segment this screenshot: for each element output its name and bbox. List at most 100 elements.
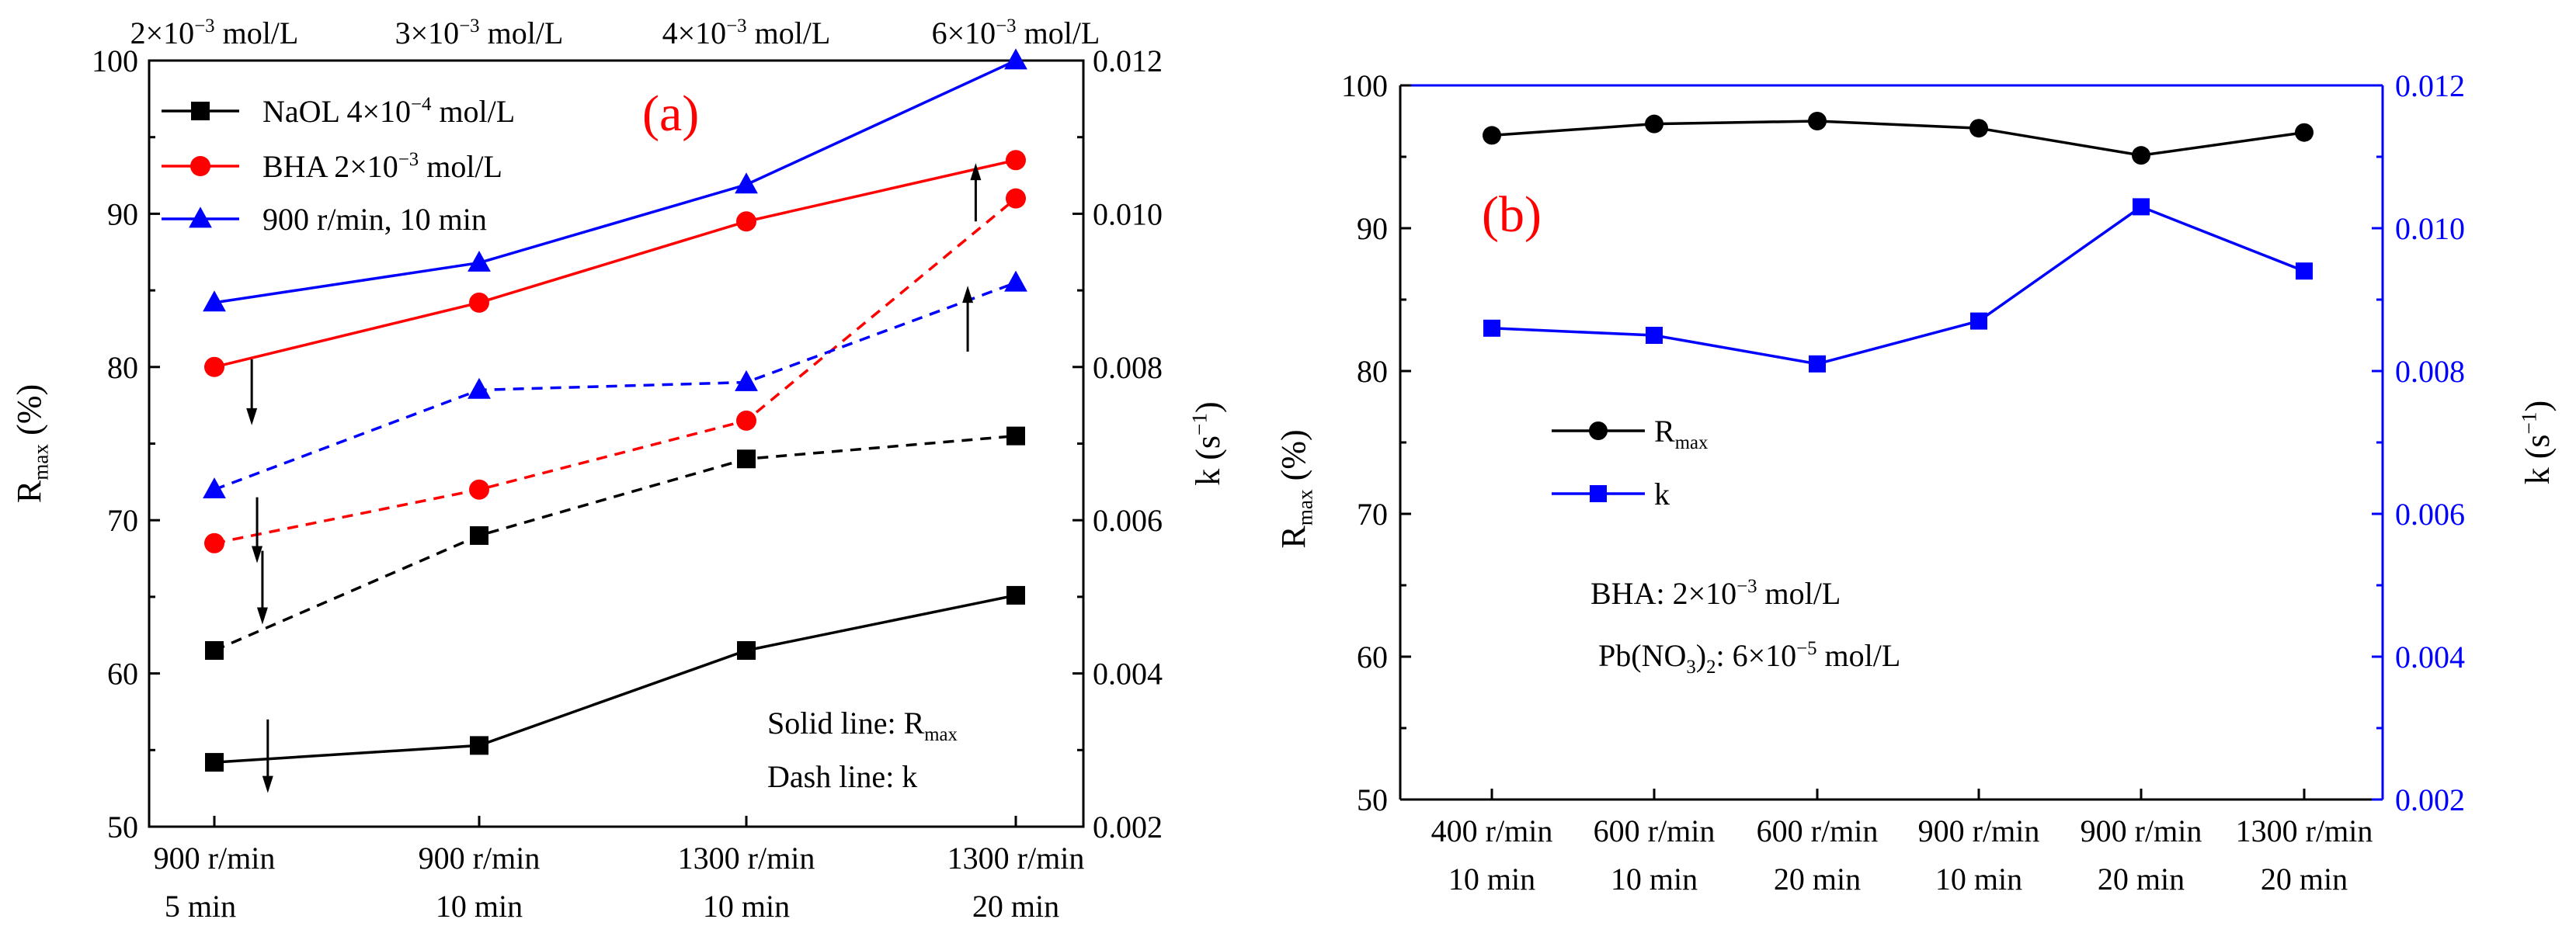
panel-b-annotation-pb-part: Pb(NO xyxy=(1598,638,1686,673)
panel-a-legend-marker xyxy=(191,102,210,120)
panel-a-point xyxy=(1006,426,1025,446)
panel-b-left-axis-title: Rmax (%) xyxy=(1274,429,1317,548)
panel-b-x-tick-label: 400 r/min xyxy=(1431,813,1553,848)
panel-b-point xyxy=(1969,119,1988,138)
panel-a-series-line xyxy=(214,594,1017,764)
panel-b-left-axis-title-text-part: (%) xyxy=(1274,429,1312,489)
panel-a-left-tick-label: 70 xyxy=(107,503,138,538)
panel-a-left-tick-label: 50 xyxy=(107,810,138,845)
panel-a-top-label-part: mol/L xyxy=(215,16,299,50)
panel-b-legend-marker xyxy=(1589,421,1608,440)
panel-a-x-tick-label-2: 10 min xyxy=(703,889,790,924)
panel-a-legend-label-sup: −4 xyxy=(411,94,432,115)
panel-a-point xyxy=(468,250,491,272)
panel-a-point xyxy=(735,172,758,194)
panel-b-legend-label-part: R xyxy=(1654,414,1675,449)
panel-a-point xyxy=(1006,150,1026,171)
panel-b-point xyxy=(1809,355,1826,373)
panel-a-legend-label: NaOL 4×10−4 mol/L xyxy=(262,94,515,129)
panel-a-legend-marker xyxy=(190,156,210,176)
panel-a-top-label: 6×10−3 mol/L xyxy=(932,16,1100,50)
panel-b-right-tick-label: 0.006 xyxy=(2395,497,2465,532)
panel-b-x-tick-label: 1300 r/min xyxy=(2236,813,2373,848)
panel-a-point xyxy=(204,532,224,553)
panel-a-point xyxy=(470,525,488,545)
panel-b-right-tick-label: 0.008 xyxy=(2395,354,2465,389)
panel-a-legend-label-part: 900 r/min, 10 min xyxy=(262,202,487,237)
panel-a-x-tick-label: 1300 r/min xyxy=(947,841,1085,876)
panel-a-left-axis-title: Rmax (%) xyxy=(10,384,53,503)
panel-b-left-axis-title-text-part: R xyxy=(1274,525,1312,549)
panel-b-x-tick-label-2: 10 min xyxy=(1448,862,1535,897)
panel-b-right-tick-label: 0.004 xyxy=(2395,640,2465,675)
panel-a-arrow-head xyxy=(256,607,268,625)
panel-a-point xyxy=(470,736,488,755)
panel-a-top-label: 3×10−3 mol/L xyxy=(395,16,564,50)
panel-a-point xyxy=(1004,270,1027,292)
panel-a-point xyxy=(203,290,226,312)
panel-b-annotation-bha: BHA: 2×10−3 mol/L xyxy=(1590,576,1841,611)
panel-a-top-label-part: 2×10 xyxy=(130,16,195,50)
panel-a-legend-label-part: mol/L xyxy=(419,149,502,184)
panel-a-legend-label-part: NaOL 4×10 xyxy=(262,94,411,129)
panel-b-right-axis-title: k (s−1) xyxy=(2517,401,2557,484)
panel-a-legend-label: 900 r/min, 10 min xyxy=(262,202,487,237)
panel-b-legend-marker xyxy=(1590,485,1607,502)
panel-b-left-axis-title-text: Rmax (%) xyxy=(1274,429,1317,548)
panel-a-series-line xyxy=(214,281,1017,491)
panel-a-left-tick-label: 90 xyxy=(107,196,138,231)
panel-b-annotation-pb-sub: 2 xyxy=(1706,657,1716,678)
panel-a-point xyxy=(737,449,756,469)
panel-a-series-line xyxy=(214,197,1017,545)
panel-b-annotation-pb-sub: 3 xyxy=(1686,657,1695,678)
panel-a-top-label: 2×10−3 mol/L xyxy=(130,16,299,50)
panel-a-point xyxy=(1006,188,1026,209)
panel-b-chart: 50 60 70 80 90 100 0.002 0.004 0.006 0.008 0.010 0.… xyxy=(1274,68,2557,897)
panel-a-right-tick-label: 0.004 xyxy=(1093,657,1163,692)
panel-a-right-tick-label: 0.006 xyxy=(1093,503,1163,538)
panel-a-point xyxy=(203,477,226,499)
panel-a-left-tick-label: 60 xyxy=(107,657,138,692)
panel-b-x-tick-label-2: 10 min xyxy=(1611,862,1698,897)
panel-a-top-label-sup: −3 xyxy=(194,16,214,36)
panel-a-right-axis-title-text-sup: −1 xyxy=(1187,413,1211,435)
panel-b-right-tick-label: 0.010 xyxy=(2395,211,2465,246)
panel-b-right-tick-label: 0.012 xyxy=(2395,68,2465,103)
panel-a-chart: 50 60 70 80 90 100 0.002 0.004 0.006 0.008 0.010 0.… xyxy=(10,16,1227,924)
panel-b-left-tick-label: 80 xyxy=(1357,354,1388,389)
panel-b-annotation-pb-sup: −5 xyxy=(1796,638,1816,659)
panel-a-top-label-part: mol/L xyxy=(480,16,564,50)
panel-b-series-line xyxy=(1491,205,2305,366)
panel-b-right-axis-title-text-sup: −1 xyxy=(2517,411,2540,434)
panel-a-annotation-solid-sub: max xyxy=(924,724,958,745)
panel-a-point xyxy=(469,292,489,313)
panel-a-point xyxy=(469,479,489,500)
panel-b-legend-label: k xyxy=(1654,477,1670,512)
panel-b-x-tick-label-2: 20 min xyxy=(2261,862,2348,897)
panel-b-x-tick-label: 900 r/min xyxy=(2081,813,2202,848)
panel-a-legend-label-sup: −3 xyxy=(398,149,419,170)
panel-a-top-label-part: mol/L xyxy=(747,16,831,50)
panel-b-left-axis-title-text-sub: max xyxy=(1294,489,1317,525)
panel-b-left-tick-label: 70 xyxy=(1357,497,1388,532)
panel-a-right-tick-label: 0.002 xyxy=(1093,810,1163,845)
panel-b-legend-label-part: k xyxy=(1654,477,1670,512)
panel-b-x-tick-label-2: 20 min xyxy=(2098,862,2185,897)
panel-a-label: (a) xyxy=(642,85,699,142)
panel-a-right-axis-title-text-part: ) xyxy=(1189,401,1227,413)
panel-a-legend-label: BHA 2×10−3 mol/L xyxy=(262,149,502,184)
panel-a-x-tick-label-2: 5 min xyxy=(165,889,236,924)
panel-b-x-tick-label: 900 r/min xyxy=(1918,813,2040,848)
panel-a-series-line xyxy=(214,434,1017,652)
panel-b-point xyxy=(2296,262,2313,280)
panel-a-right-axis-title-text: k (s−1) xyxy=(1187,401,1227,485)
panel-b-left-tick-label: 60 xyxy=(1357,640,1388,675)
panel-b-left-tick-label: 50 xyxy=(1357,782,1388,817)
panel-a-arrow-head xyxy=(970,163,982,181)
panel-a-left-axis-title-text-sub: max xyxy=(30,443,53,480)
panel-b-x-tick-label: 600 r/min xyxy=(1757,813,1879,848)
panel-a-point xyxy=(205,753,224,772)
panel-a-left-tick-label: 100 xyxy=(92,43,138,78)
panel-b-right-tick-label: 0.002 xyxy=(2395,782,2465,817)
